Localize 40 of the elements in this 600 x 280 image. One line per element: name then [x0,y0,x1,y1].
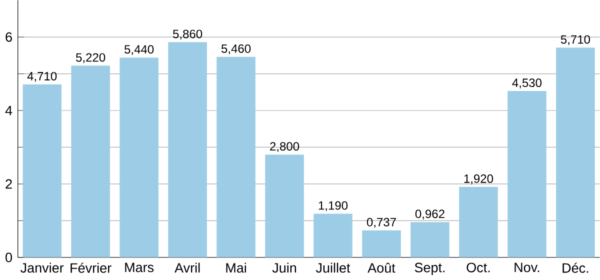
x-tick-label: Déc. [562,262,588,273]
data-label: 1,920 [464,174,494,184]
x-tick-label: Juillet [316,262,350,273]
data-label: 5,860 [172,30,202,40]
bar [508,91,546,258]
bar [362,230,401,258]
x-tick-label: Oct. [466,262,490,272]
y-tick-label: 4 [5,106,12,116]
bar [22,84,62,258]
y-tick-label: 6 [6,32,12,42]
bar [216,56,256,258]
y-tick-label: 2 [6,179,12,189]
bar [314,214,352,258]
x-tick-label: Juin [272,262,296,273]
x-tick-label: Avril [174,262,200,273]
data-label: 5,460 [221,44,251,54]
data-label: 4,530 [512,78,542,88]
data-label: 0,737 [366,218,396,228]
bar [168,42,207,258]
data-label: 4,710 [27,72,57,82]
y-tick-label: 0 [6,252,12,262]
data-label: 0,962 [415,210,444,220]
x-tick-label: Mai [226,262,246,273]
data-label: 2,800 [270,142,300,152]
bar [120,58,158,258]
data-label: 5,710 [560,35,590,46]
x-tick-label: Sept. [414,262,445,275]
x-tick-label: Janvier [20,262,64,273]
data-label: 5,220 [76,53,106,64]
bar [459,186,498,258]
x-tick-label: Nov. [514,262,540,272]
bar [71,66,110,258]
data-label: 5,440 [124,45,154,56]
bar [556,48,595,258]
bar [410,222,450,258]
x-tick-label: Mars [125,262,154,272]
x-tick-label: Août [368,262,396,273]
data-label: 1,190 [318,201,348,212]
x-tick-label: Février [70,262,112,273]
bar [265,154,304,258]
